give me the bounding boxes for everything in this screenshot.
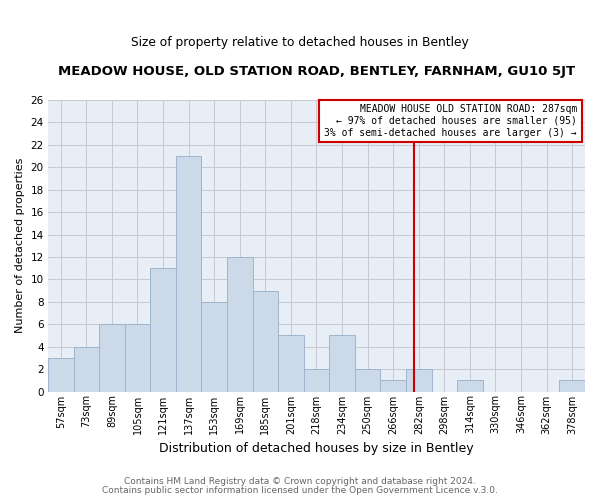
Bar: [329, 336, 355, 392]
Bar: [48, 358, 74, 392]
Text: Contains HM Land Registry data © Crown copyright and database right 2024.: Contains HM Land Registry data © Crown c…: [124, 477, 476, 486]
Bar: [559, 380, 585, 392]
Bar: [125, 324, 150, 392]
Text: Contains public sector information licensed under the Open Government Licence v.: Contains public sector information licen…: [102, 486, 498, 495]
X-axis label: Distribution of detached houses by size in Bentley: Distribution of detached houses by size …: [159, 442, 474, 455]
Bar: [74, 346, 99, 392]
Bar: [457, 380, 483, 392]
Bar: [304, 369, 329, 392]
Bar: [380, 380, 406, 392]
Bar: [202, 302, 227, 392]
Bar: [278, 336, 304, 392]
Bar: [99, 324, 125, 392]
Text: Size of property relative to detached houses in Bentley: Size of property relative to detached ho…: [131, 36, 469, 49]
Title: MEADOW HOUSE, OLD STATION ROAD, BENTLEY, FARNHAM, GU10 5JT: MEADOW HOUSE, OLD STATION ROAD, BENTLEY,…: [58, 65, 575, 78]
Bar: [406, 369, 431, 392]
Bar: [355, 369, 380, 392]
Bar: [227, 257, 253, 392]
Bar: [150, 268, 176, 392]
Text: MEADOW HOUSE OLD STATION ROAD: 287sqm
← 97% of detached houses are smaller (95)
: MEADOW HOUSE OLD STATION ROAD: 287sqm ← …: [325, 104, 577, 138]
Bar: [176, 156, 202, 392]
Y-axis label: Number of detached properties: Number of detached properties: [15, 158, 25, 334]
Bar: [253, 290, 278, 392]
